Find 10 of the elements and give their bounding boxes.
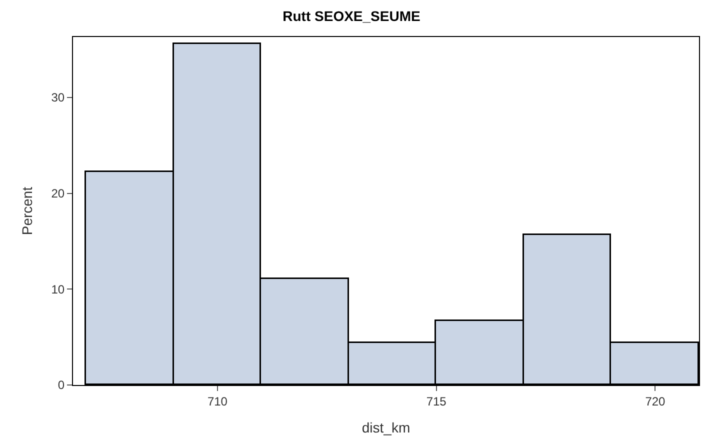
y-tick-label: 10 [51, 282, 65, 296]
x-axis-title: dist_km [362, 420, 410, 436]
y-tick-label: 0 [58, 378, 65, 392]
y-tick-label: 30 [51, 90, 65, 105]
chart-title: Rutt SEOXE_SEUME [282, 8, 420, 24]
x-tick-label: 715 [426, 394, 447, 408]
x-tick-label: 710 [207, 394, 228, 408]
x-tick-label: 720 [645, 394, 666, 408]
y-axis-title: Percent [18, 186, 35, 236]
y-tick-label: 20 [51, 186, 65, 200]
